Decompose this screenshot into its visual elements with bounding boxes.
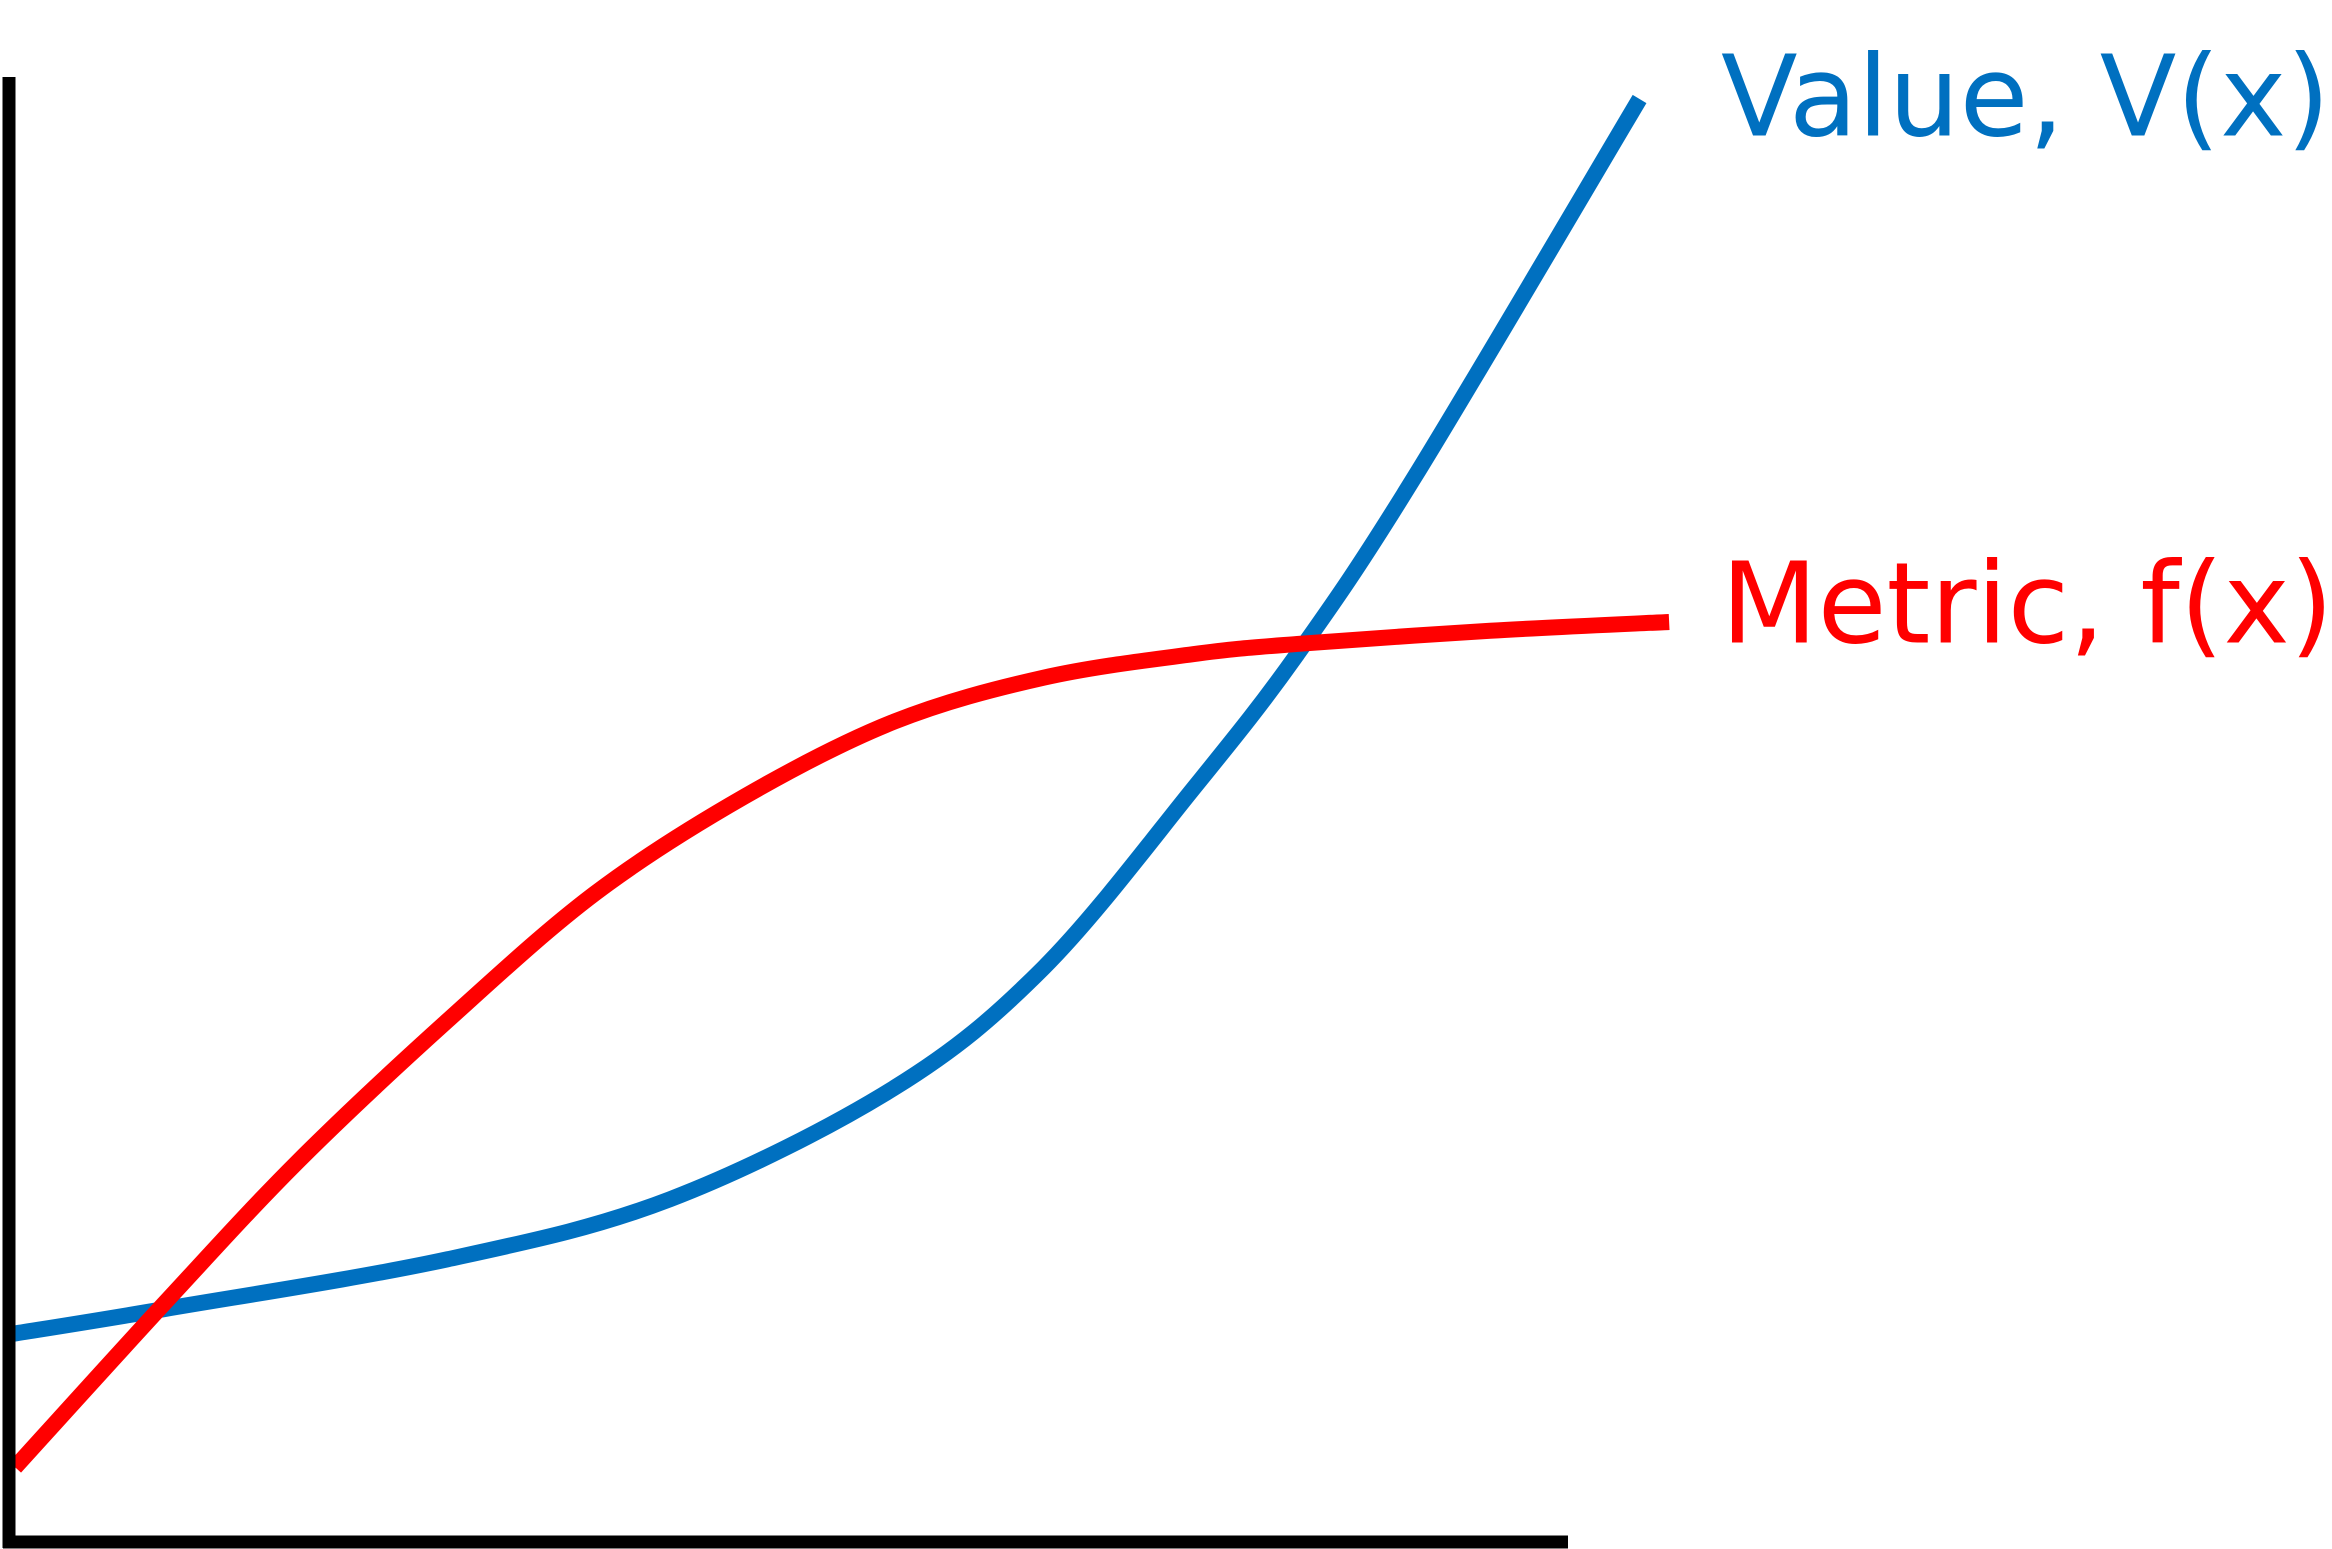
series-label: Value, V(x) [1721, 33, 2330, 163]
line [9, 613, 1670, 1473]
series-label: Metric, f(x) [1721, 540, 2332, 670]
line [10, 94, 1647, 1342]
